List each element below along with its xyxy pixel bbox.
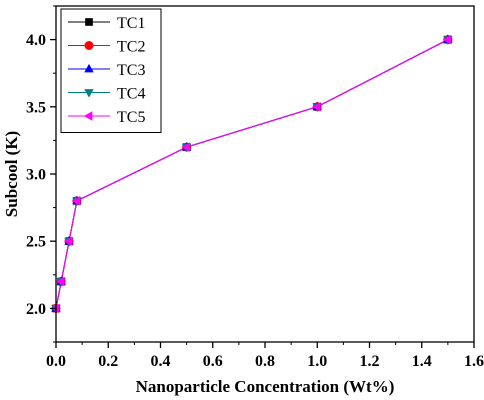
- legend-label-tc5: TC5: [117, 109, 145, 126]
- legend-label-tc4: TC4: [117, 86, 145, 103]
- x-tick-label: 1.0: [307, 353, 327, 370]
- x-tick-label: 1.4: [412, 353, 432, 370]
- legend: TC1 TC2 TC3 TC4 TC5: [60, 8, 162, 133]
- legend-label-tc2: TC2: [117, 39, 145, 56]
- legend-marker-tc4: [84, 89, 94, 98]
- x-axis: 0.0 0.2 0.4 0.6 0.8 1.0 1.2 1.4 1.6: [46, 342, 484, 370]
- x-tick-label: 1.2: [360, 353, 380, 370]
- x-tick-label: 0.8: [255, 353, 275, 370]
- y-tick-label: 2.5: [26, 234, 46, 251]
- legend-marker-tc2: [84, 41, 94, 50]
- y-tick-label: 4.0: [26, 32, 46, 49]
- x-tick-label: 0.2: [98, 353, 118, 370]
- legend-label-tc1: TC1: [117, 15, 145, 32]
- data-point-tc5: [442, 34, 452, 45]
- data-point-tc5: [63, 236, 73, 246]
- data-point-tc5: [181, 142, 190, 152]
- legend-marker-tc5: [83, 111, 93, 121]
- legend-marker-tc1: [85, 18, 93, 26]
- data-point-tc5: [312, 102, 321, 112]
- x-tick-label: 1.6: [464, 353, 484, 370]
- x-axis-title: Nanoparticle Concentration (Wt%): [136, 377, 395, 396]
- legend-marker-tc3: [84, 63, 94, 73]
- y-axis-title: Subcool (K): [2, 131, 21, 217]
- x-tick-label: 0.6: [203, 353, 223, 370]
- legend-label-tc3: TC3: [117, 62, 145, 79]
- x-tick-label: 0.4: [151, 353, 171, 370]
- x-tick-label: 0.0: [46, 353, 66, 370]
- data-point-tc5: [56, 276, 65, 287]
- y-tick-label: 2.0: [26, 301, 46, 318]
- legend-box: [60, 8, 162, 133]
- data-point-tc5: [71, 196, 81, 206]
- y-axis: 2.0 2.5 3.0 3.5 4.0: [26, 5, 56, 343]
- y-tick-label: 3.5: [26, 99, 46, 116]
- y-tick-label: 3.0: [26, 167, 46, 184]
